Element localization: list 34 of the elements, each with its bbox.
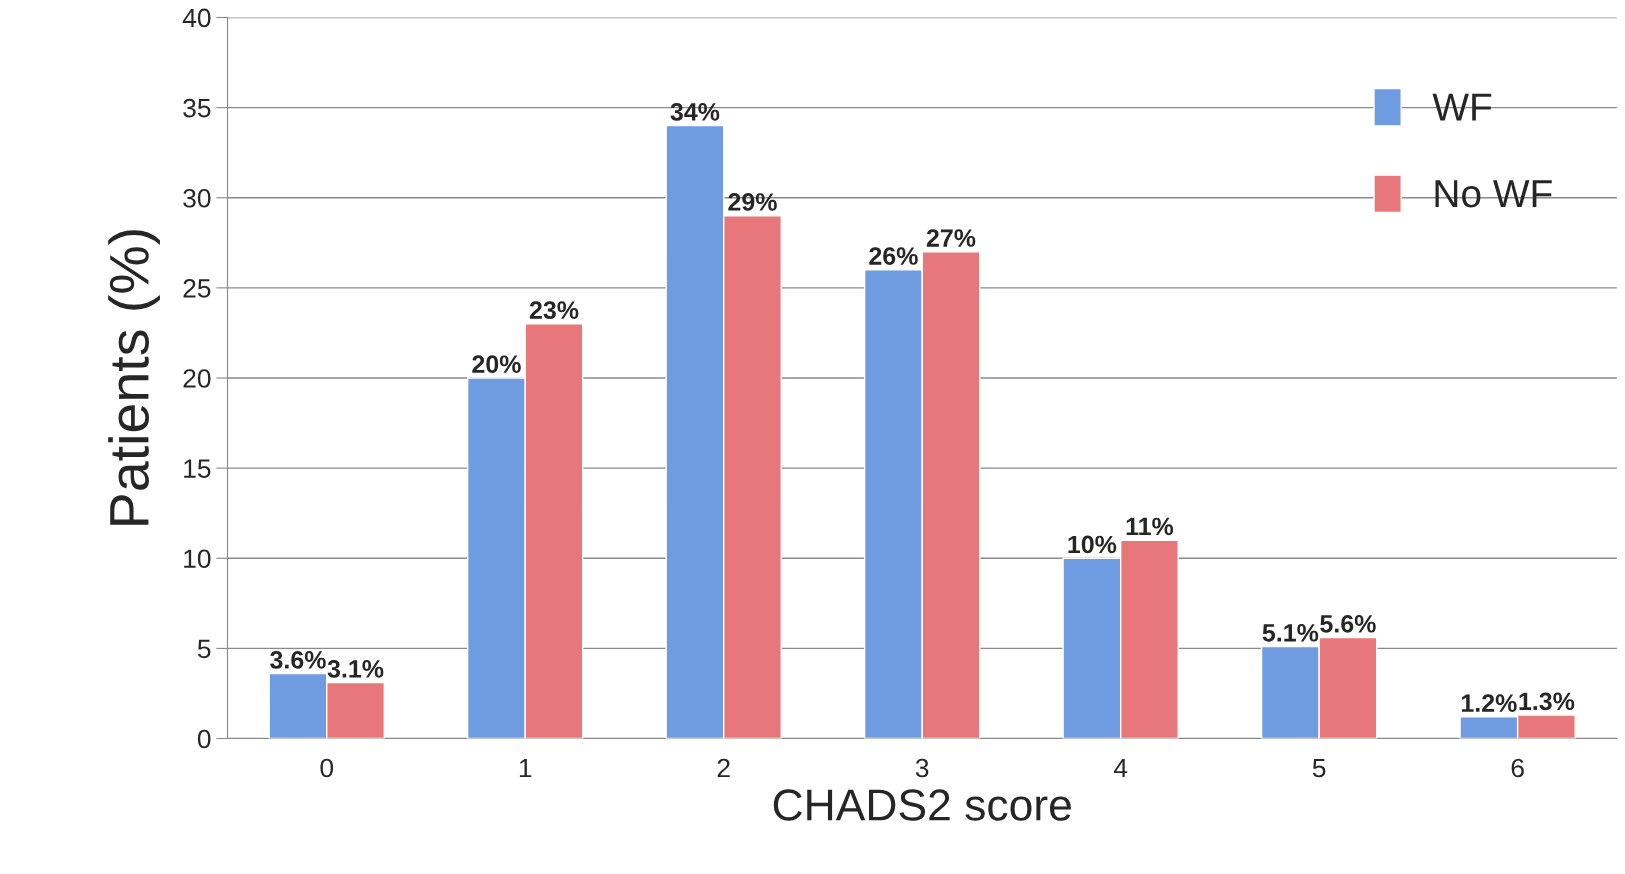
y-tick-label: 25 (183, 279, 211, 298)
data-label: 29% (728, 193, 777, 211)
data-label: 3.1% (327, 660, 384, 678)
legend-label: No WF (1435, 180, 1552, 208)
x-tick-label: 0 (320, 758, 334, 778)
y-tick-label: 15 (184, 459, 211, 478)
y-tick-label: 35 (183, 98, 211, 118)
x-axis-title: CHADS2 score (773, 789, 1071, 821)
x-tick-label: 5 (1312, 758, 1326, 778)
data-label: 34% (670, 102, 720, 121)
x-tick-label: 6 (1511, 758, 1524, 778)
y-tick-label: 30 (183, 188, 211, 208)
y-tick-label: 10 (184, 549, 211, 569)
data-label: 3.6% (270, 650, 326, 669)
data-label: 26% (869, 247, 918, 265)
data-label: 11% (1126, 517, 1174, 536)
x-tick-label: 3 (915, 758, 929, 778)
data-label: 5.1% (1262, 624, 1319, 642)
y-tick-label: 40 (182, 8, 211, 28)
data-label: 23% (529, 301, 579, 320)
y-tick-label: 20 (183, 369, 211, 388)
data-label: 27% (926, 229, 976, 247)
x-tick-label: 2 (717, 758, 730, 778)
data-label: 5.6% (1320, 614, 1376, 633)
data-label: 1.2% (1461, 694, 1517, 712)
data-label: 10% (1068, 535, 1117, 554)
x-tick-label: 1 (519, 758, 532, 778)
data-label: 20% (472, 355, 521, 374)
y-tick-label: 5 (197, 639, 211, 659)
data-label: 1.3% (1519, 692, 1575, 711)
x-tick-label: 4 (1113, 758, 1128, 778)
y-axis-title: Patients (%) (108, 230, 160, 525)
y-tick-label: 0 (197, 729, 211, 749)
legend-label: WF (1432, 93, 1492, 121)
